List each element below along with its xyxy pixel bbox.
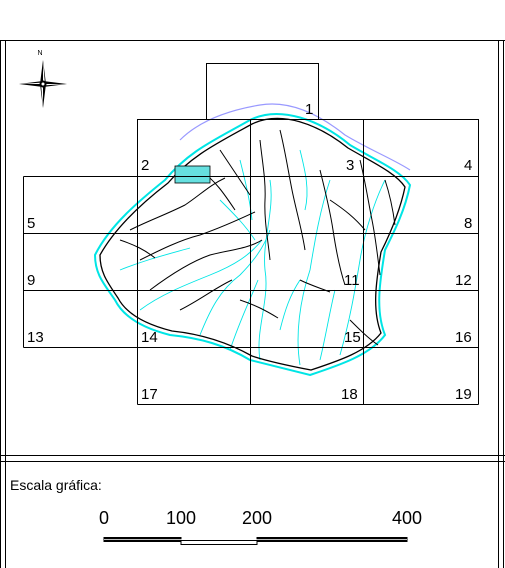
highlight-box: [174, 165, 211, 184]
grid-labels: 1 2 3 4 5 8 9 11 12 13 14 15 16 17 18 19: [27, 101, 472, 403]
north-letter: N: [37, 50, 42, 57]
scale-bar: Escala gráfica: 0 100 200 400: [10, 477, 422, 545]
cell-label-15: 15: [344, 329, 361, 346]
cell-label-8: 8: [464, 215, 472, 232]
cell-label-9: 9: [27, 272, 35, 289]
cell-label-5: 5: [27, 215, 35, 232]
cell-label-2: 2: [141, 157, 149, 174]
grid: [23, 63, 479, 405]
cell-label-4: 4: [464, 157, 472, 174]
scale-title: Escala gráfica:: [10, 477, 102, 493]
region-map: [93, 103, 412, 377]
cell-label-14: 14: [141, 329, 158, 346]
cell-label-17: 17: [141, 386, 158, 403]
north-arrow-icon: N: [19, 50, 67, 108]
cell-label-12: 12: [455, 272, 472, 289]
cell-label-18: 18: [341, 386, 358, 403]
cell-label-13: 13: [27, 329, 44, 346]
cell-label-3: 3: [346, 157, 354, 174]
frame-borders: [0, 40, 505, 568]
cell-label-1: 1: [305, 101, 313, 118]
cell-label-16: 16: [455, 329, 472, 346]
scale-tick-400: 400: [392, 508, 422, 528]
scale-tick-100: 100: [166, 508, 196, 528]
cell-label-19: 19: [455, 386, 472, 403]
cell-label-11: 11: [344, 272, 360, 289]
scale-tick-0: 0: [99, 508, 109, 528]
scale-tick-200: 200: [242, 508, 272, 528]
